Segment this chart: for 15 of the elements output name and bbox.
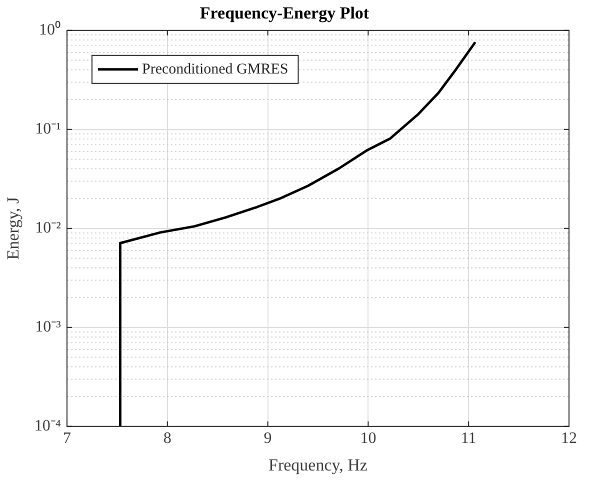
x-tick-label: 10: [360, 430, 376, 448]
y-tick-label: 10⁻³: [35, 318, 62, 336]
y-tick-label: 10⁻⁴: [34, 418, 62, 435]
chart-title: Frequency-Energy Plot: [200, 4, 370, 23]
y-tick-label: 10⁰: [38, 20, 61, 39]
x-tick-label: 12: [561, 430, 577, 448]
x-tick-label: 11: [460, 430, 476, 448]
x-tick-label: 9: [264, 430, 272, 448]
x-tick-label: 7: [62, 430, 71, 448]
y-tick-label: 10⁻¹: [35, 120, 62, 138]
x-axis-title: Frequency, Hz: [268, 455, 368, 474]
y-tick-label: 10⁻²: [35, 220, 62, 237]
x-tick-label: 8: [163, 430, 172, 448]
y-axis-title: Energy, J: [4, 196, 23, 260]
legend-label: Preconditioned GMRES: [142, 61, 288, 78]
